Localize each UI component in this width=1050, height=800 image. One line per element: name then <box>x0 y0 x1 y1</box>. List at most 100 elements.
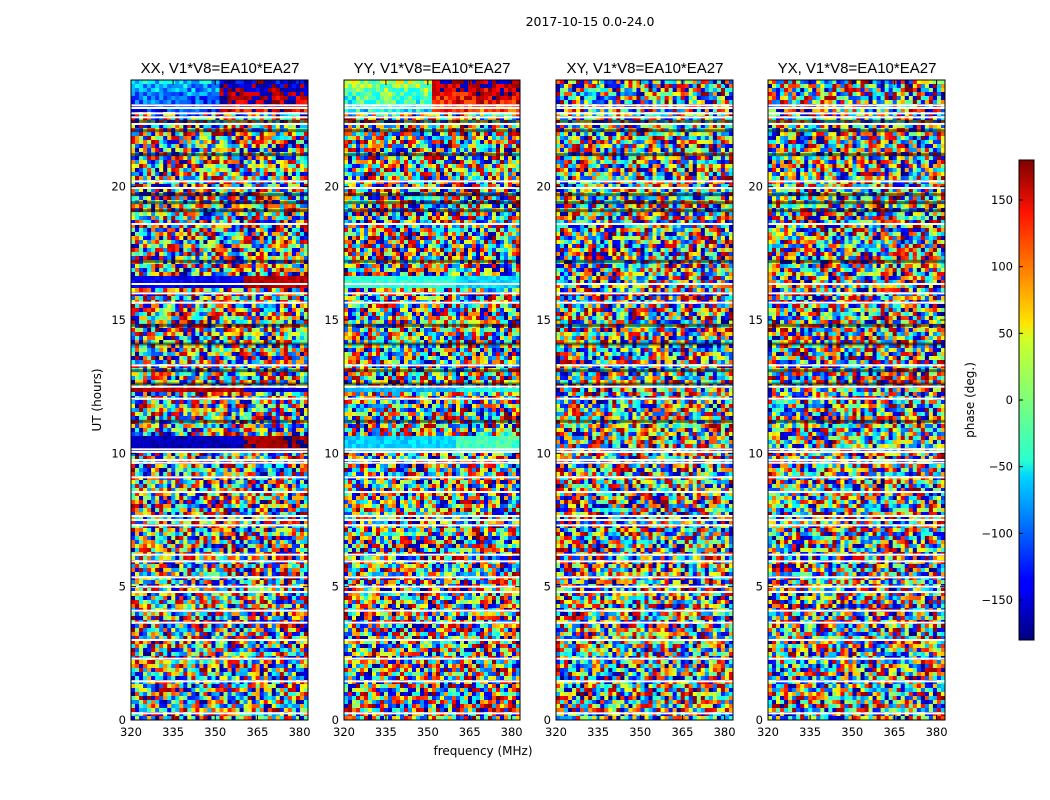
flagged-row <box>344 515 520 517</box>
flagged-row <box>131 292 308 295</box>
flagged-row <box>768 639 945 641</box>
flagged-row <box>768 621 945 624</box>
flagged-row <box>768 524 945 527</box>
noise-row <box>131 153 308 157</box>
y-tick-label: 15 <box>111 313 126 327</box>
flagged-row <box>556 385 733 388</box>
y-tick-label: 10 <box>324 446 339 460</box>
colorbar-ticks: −150 −100 −50 0 50 100 150 <box>981 193 1023 607</box>
noise-row <box>556 342 733 346</box>
flagged-row <box>131 451 308 453</box>
noise-row <box>344 259 520 263</box>
flagged-row <box>556 553 733 556</box>
axes-frame <box>130 79 309 721</box>
noise-row <box>344 369 520 373</box>
noise-row <box>131 209 308 213</box>
noise-row <box>556 259 733 263</box>
x-tick-label: 365 <box>246 725 268 739</box>
flagged-row <box>556 104 733 107</box>
flagged-row <box>556 107 733 109</box>
flagged-row <box>131 459 308 461</box>
flagged-row <box>131 104 308 107</box>
colorbar-label: phase (deg.) <box>963 362 977 438</box>
x-tick-label: 350 <box>629 725 651 739</box>
flagged-row <box>344 364 520 367</box>
flagged-row <box>344 123 520 125</box>
noise-row <box>768 259 945 263</box>
flagged-row <box>131 107 308 109</box>
noise-row <box>556 419 733 423</box>
noise-row <box>344 419 520 423</box>
flagged-row <box>768 283 945 285</box>
y-tick-label: 0 <box>544 713 551 727</box>
noise-row <box>344 323 520 327</box>
x-axis-label: frequency (MHz) <box>433 744 532 758</box>
x-tick-label: 380 <box>714 725 736 739</box>
flagged-row <box>344 712 520 715</box>
x-tick-label: 335 <box>375 725 397 739</box>
y-tick-label: 5 <box>544 580 551 594</box>
y-tick-label: 15 <box>536 313 551 327</box>
flagged-row <box>344 491 520 493</box>
flagged-row <box>768 180 945 183</box>
flagged-row <box>344 107 520 109</box>
y-tick-label: 15 <box>324 313 339 327</box>
flagged-row <box>556 459 733 461</box>
y-tick-label: 10 <box>536 446 551 460</box>
flagged-row <box>768 116 945 119</box>
noise-row <box>768 193 945 197</box>
colorbar-tick-label: 100 <box>991 260 1013 274</box>
flagged-row <box>768 451 945 453</box>
noise-row <box>131 119 308 123</box>
flagged-row <box>556 657 733 660</box>
flagged-row <box>768 448 945 451</box>
flagged-row <box>131 223 308 225</box>
flagged-row <box>131 576 308 579</box>
flagged-row <box>768 585 945 588</box>
flagged-row <box>131 301 308 304</box>
y-tick-label: 0 <box>119 713 126 727</box>
noise-row <box>131 369 308 373</box>
flagged-row <box>768 712 945 715</box>
flagged-row <box>556 112 733 115</box>
flagged-row <box>131 680 308 683</box>
heatmap <box>768 80 946 721</box>
flagged-row <box>556 223 733 225</box>
flagged-row <box>344 385 520 388</box>
flagged-row <box>768 553 945 556</box>
noise-row <box>556 209 733 213</box>
panel-yy: YY, V1*V8=EA10*EA27 320 335 350 365 380 0 5 10… <box>324 60 522 739</box>
flagged-row <box>344 459 520 461</box>
flagged-row <box>556 180 733 183</box>
y-ticks: 0 5 10 15 20 <box>748 180 945 727</box>
flagged-row <box>131 116 308 119</box>
flagged-row <box>768 519 945 521</box>
flagged-row <box>556 448 733 451</box>
y-tick-label: 20 <box>748 180 763 194</box>
noise-row <box>131 193 308 197</box>
flagged-row <box>556 609 733 612</box>
flagged-row <box>768 491 945 493</box>
flagged-row <box>131 585 308 588</box>
flagged-row <box>344 292 520 295</box>
x-tick-label: 320 <box>120 725 142 739</box>
flagged-row <box>556 585 733 588</box>
flagged-row <box>131 560 308 563</box>
flagged-row <box>131 397 308 400</box>
flagged-row <box>768 680 945 683</box>
flagged-row <box>556 680 733 683</box>
flagged-row <box>768 576 945 579</box>
flagged-row <box>131 609 308 612</box>
noise-row <box>344 153 520 157</box>
y-tick-label: 0 <box>756 713 763 727</box>
y-tick-label: 5 <box>332 580 339 594</box>
flagged-row <box>344 448 520 451</box>
flagged-row <box>768 187 945 189</box>
flagged-row <box>556 451 733 453</box>
flagged-row <box>131 180 308 183</box>
flagged-row <box>768 461 945 464</box>
flagged-row <box>556 301 733 304</box>
noise-row <box>556 201 733 205</box>
flagged-row <box>556 283 733 285</box>
noise-row <box>556 193 733 197</box>
